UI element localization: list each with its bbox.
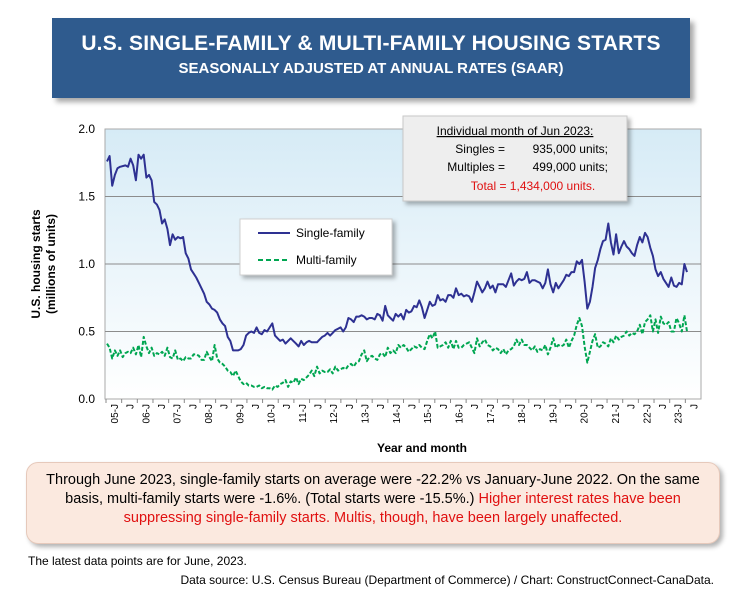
x-tick-label: 09-J <box>235 404 246 423</box>
x-tick-label: 13-J <box>361 404 372 423</box>
multi-family-line <box>106 314 688 391</box>
annotation-multiples-label: Multiples = <box>447 160 505 174</box>
x-tick-label: 22-J <box>642 404 653 423</box>
y-tick-label: 1.0 <box>78 257 95 271</box>
chart-area: 0.0 0.5 1.0 1.5 2.0 05-J J 06-J J 07-J J 08-J J 09-J… <box>29 115 702 455</box>
legend <box>239 218 393 276</box>
y-tick-label: 2.0 <box>78 122 95 136</box>
x-tick-label: J <box>658 404 669 409</box>
y-tick-label: 0.5 <box>78 325 95 339</box>
x-tick-label: 14-J <box>392 404 403 423</box>
x-tick-label: 11-J <box>298 404 309 423</box>
title-banner: U.S. SINGLE-FAMILY & MULTI-FAMILY HOUSIN… <box>52 18 690 98</box>
data-source: Data source: U.S. Census Bureau (Departm… <box>180 573 714 587</box>
y-tick-label: 0.0 <box>78 392 95 406</box>
x-tick-label: 10-J <box>267 404 278 423</box>
x-tick-label: 23-J <box>674 404 685 423</box>
x-tick-label: J <box>408 404 419 409</box>
x-tick-label: 18-J <box>517 404 528 423</box>
x-tick-label: J <box>595 404 606 409</box>
summary-text: Through June 2023, single-family starts … <box>46 472 700 507</box>
legend-box <box>239 218 393 276</box>
summary-highlight: Higher interest rates have been suppress… <box>123 491 681 526</box>
x-tick-label: 08-J <box>204 404 215 423</box>
chart-subtitle: SEASONALLY ADJUSTED AT ANNUAL RATES (SAA… <box>178 60 564 77</box>
x-tick-label: 15-J <box>423 404 434 423</box>
x-tick-label: J <box>564 404 575 409</box>
x-tick-label: 05-J <box>110 404 121 423</box>
x-tick-label: J <box>220 404 231 409</box>
annotation-heading: Individual month of Jun 2023: <box>437 124 594 138</box>
x-tick-label: J <box>439 404 450 409</box>
y-axis-label-line1: U.S. housing starts <box>29 209 43 319</box>
y-tick-label: 1.5 <box>78 190 95 204</box>
chart-title: U.S. SINGLE-FAMILY & MULTI-FAMILY HOUSIN… <box>81 32 661 55</box>
x-tick-label: 19-J <box>548 404 559 423</box>
y-axis-label-line2: (millions of units) <box>44 214 58 314</box>
x-tick-label: J <box>251 404 262 409</box>
summary-box: Through June 2023, single-family starts … <box>26 462 720 544</box>
x-tick-label: 16-J <box>454 404 465 423</box>
annotation-box <box>402 115 628 202</box>
x-tick-label: 12-J <box>329 404 340 423</box>
annotation-singles-value: 935,000 units; <box>533 142 608 156</box>
annotation-total: Total = 1,434,000 units. <box>471 179 595 193</box>
x-tick-label: J <box>533 404 544 409</box>
x-tick-label: J <box>126 404 137 409</box>
x-tick-label: 06-J <box>141 404 152 423</box>
x-tick-label: J <box>314 404 325 409</box>
x-tick-label: 20-J <box>580 404 591 423</box>
x-tick-label: 17-J <box>486 404 497 423</box>
x-axis-label: Year and month <box>377 441 467 455</box>
x-tick-label: 21-J <box>611 404 622 423</box>
x-tick-label: J <box>376 404 387 409</box>
x-tick-label: J <box>627 404 638 409</box>
x-tick-label: J <box>282 404 293 409</box>
legend-single-label: Single-family <box>296 226 365 240</box>
x-tick-label: J <box>188 404 199 409</box>
x-tick-label: J <box>501 404 512 409</box>
x-tick-label: J <box>689 404 700 409</box>
x-tick-label: J <box>470 404 481 409</box>
x-tick-label: J <box>345 404 356 409</box>
single-family-line <box>106 153 688 352</box>
annotation-singles-label: Singles = <box>455 142 505 156</box>
footnote: The latest data points are for June, 202… <box>28 554 247 568</box>
annotation-multiples-value: 499,000 units; <box>533 160 608 174</box>
legend-multi-label: Multi-family <box>296 253 357 267</box>
x-tick-label: J <box>157 404 168 409</box>
x-tick-label: 07-J <box>173 404 184 423</box>
